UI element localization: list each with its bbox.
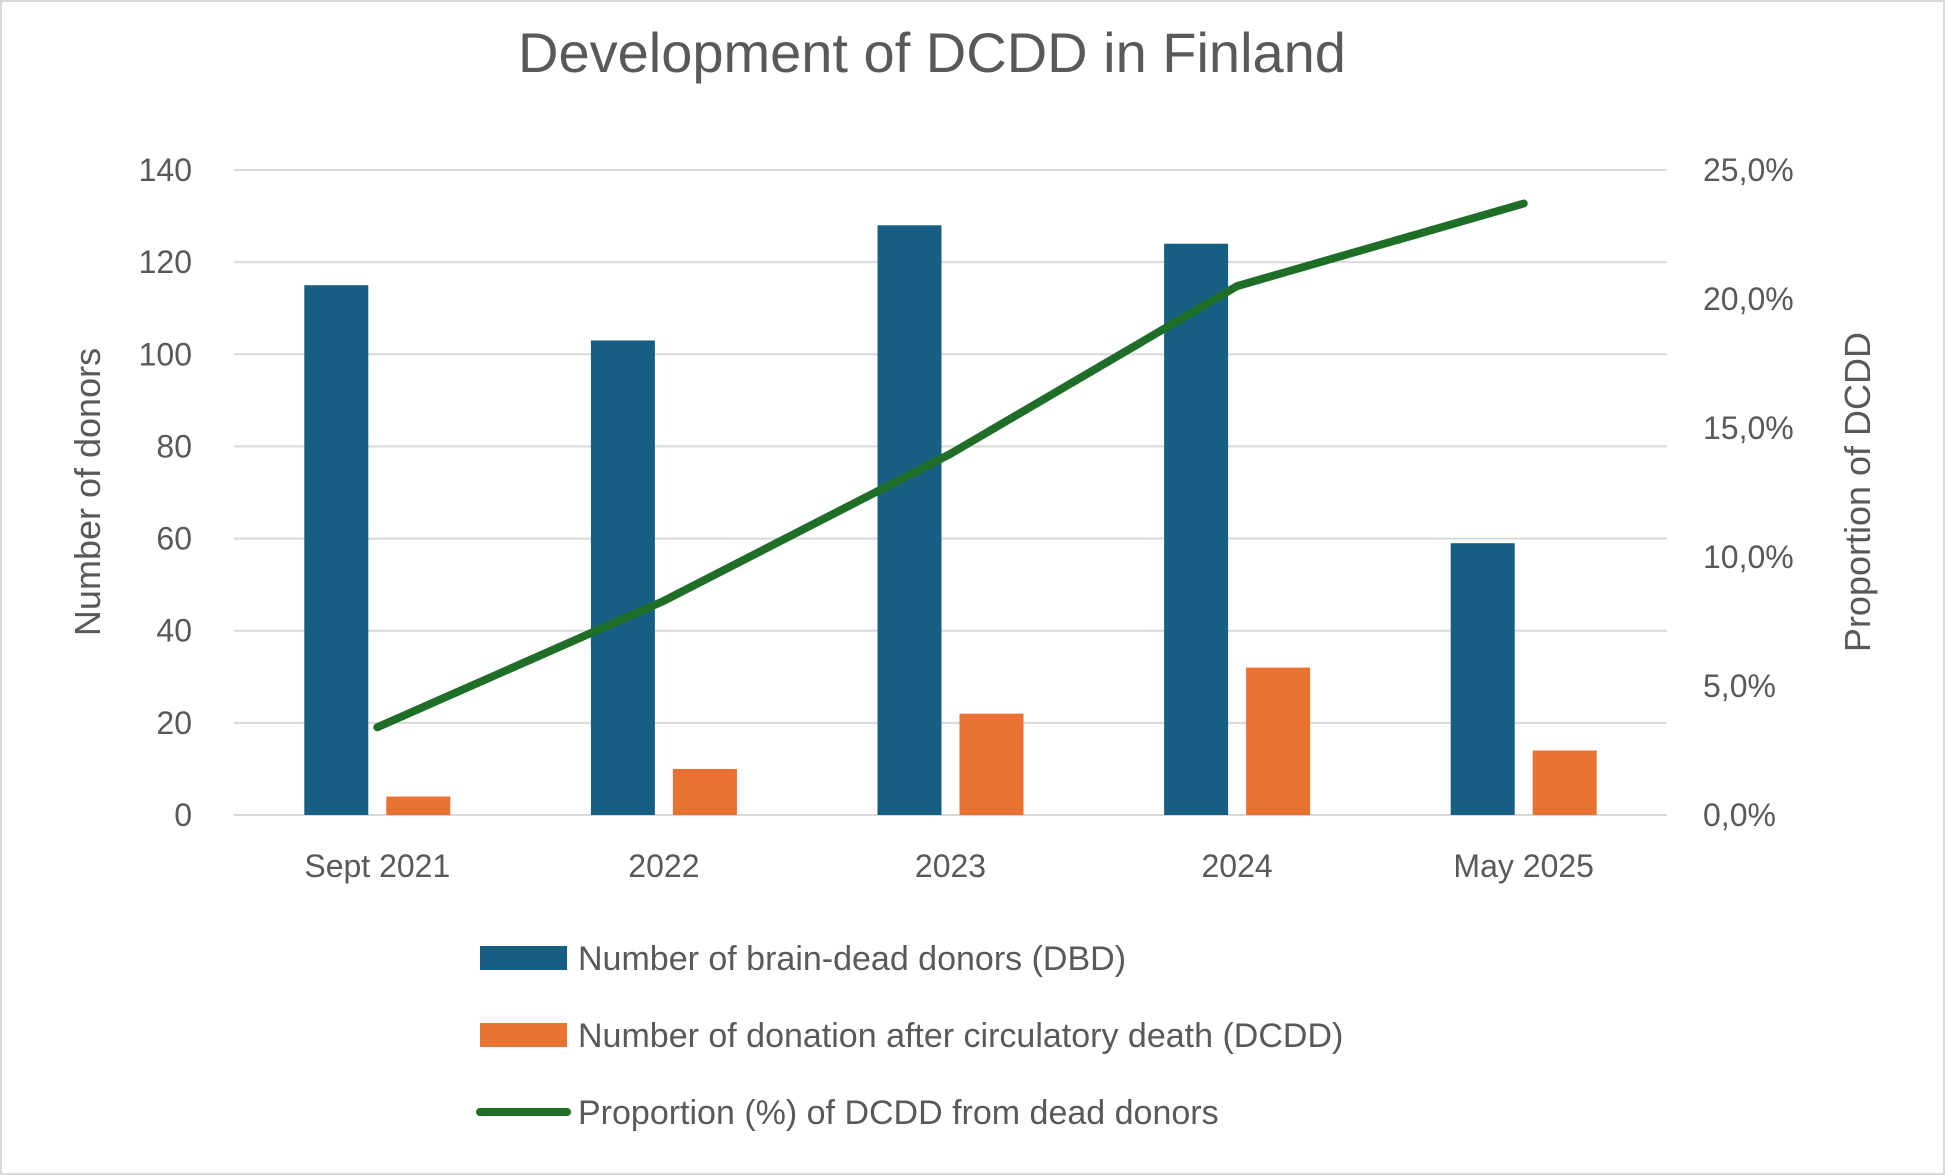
x-tick-label: Sept 2021 — [304, 848, 450, 884]
y-tick-label: 140 — [139, 152, 192, 188]
bar-dbd — [304, 285, 369, 815]
y-axis-title-right: Proportion of DCDD — [1837, 332, 1878, 652]
y-tick-label-right: 0,0% — [1703, 797, 1776, 833]
bar-dbd — [877, 225, 942, 816]
bar-dcdd — [1246, 667, 1311, 815]
y-tick-label: 60 — [156, 521, 192, 557]
bar-dcdd — [1532, 750, 1597, 815]
y-axis-left: 0 20 40 60 80 100 120 140 — [139, 152, 192, 833]
x-tick-label: 2023 — [915, 848, 986, 884]
y-tick-label: 40 — [156, 613, 192, 649]
bar-dbd — [1164, 243, 1229, 815]
y-tick-label-right: 5,0% — [1703, 668, 1776, 704]
y-axis-right: 0,0% 5,0% 10,0% 15,0% 20,0% 25,0% — [1703, 152, 1794, 833]
bars — [304, 225, 1597, 816]
legend-label: Number of brain-dead donors (DBD) — [578, 940, 1126, 978]
y-tick-label-right: 10,0% — [1703, 539, 1794, 575]
bar-dcdd — [386, 796, 451, 815]
y-tick-label: 0 — [174, 797, 192, 833]
y-tick-label-right: 15,0% — [1703, 410, 1794, 446]
legend-label: Proportion (%) of DCDD from dead donors — [578, 1094, 1219, 1132]
chart-title: Development of DCDD in Finland — [518, 21, 1346, 84]
line-series — [373, 199, 1528, 732]
y-axis-title-left: Number of donors — [67, 348, 108, 636]
y-tick-label-right: 20,0% — [1703, 281, 1794, 317]
y-tick-label: 120 — [139, 244, 192, 280]
bar-dbd — [1450, 543, 1515, 815]
x-tick-label: 2022 — [628, 848, 699, 884]
x-axis: Sept 2021 2022 2023 2024 May 2025 — [304, 848, 1594, 884]
gridlines — [234, 169, 1667, 816]
legend: Number of brain-dead donors (DBD) Number … — [476, 940, 1343, 1132]
bar-dbd — [590, 340, 655, 815]
bar-dcdd — [959, 713, 1024, 815]
y-tick-label: 100 — [139, 336, 192, 372]
y-tick-label-right: 25,0% — [1703, 152, 1794, 188]
x-tick-label: May 2025 — [1453, 848, 1594, 884]
legend-swatch — [480, 946, 567, 970]
legend-label: Number of donation after circulatory dea… — [578, 1017, 1343, 1055]
y-tick-label: 20 — [156, 705, 192, 741]
legend-swatch — [480, 1023, 567, 1047]
x-tick-label: 2024 — [1202, 848, 1273, 884]
bar-dcdd — [672, 768, 737, 815]
y-tick-label: 80 — [156, 428, 192, 464]
